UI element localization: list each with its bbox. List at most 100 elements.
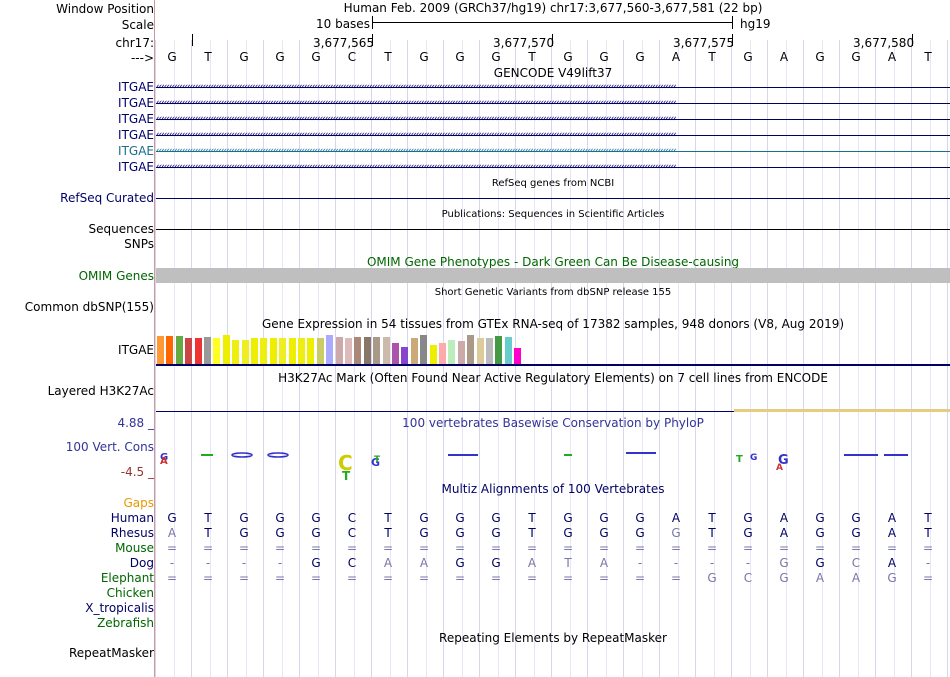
gencode-transcript-label[interactable]: ITGAE: [118, 144, 154, 158]
multiz-species-label[interactable]: Human: [110, 511, 154, 525]
multiz-base: G: [311, 526, 321, 540]
gtex-tissue-bar[interactable]: [241, 340, 249, 364]
gtex-tissue-bar[interactable]: [401, 347, 409, 364]
multiz-base: T: [708, 526, 716, 540]
gtex-tissue-bar[interactable]: [269, 338, 277, 364]
h3k27ac-label[interactable]: Layered H3K27Ac: [47, 384, 154, 398]
gaps-label[interactable]: Gaps: [123, 496, 154, 510]
gtex-tissue-bar[interactable]: [382, 337, 390, 364]
gtex-tissue-bar[interactable]: [326, 335, 334, 364]
gencode-transcript-label[interactable]: ITGAE: [118, 160, 154, 174]
logo-glyph: G: [160, 452, 168, 463]
gtex-tissue-bar[interactable]: [251, 338, 258, 364]
multiz-species-label[interactable]: X_tropicalis: [85, 601, 154, 615]
gtex-tissue-bar[interactable]: [279, 338, 287, 364]
logo-glyph: T: [736, 454, 743, 465]
logo-glyph: [201, 454, 213, 456]
scale-bar: [372, 22, 732, 23]
multiz-species-label[interactable]: Mouse: [115, 541, 154, 555]
gencode-transcript-line[interactable]: ‹‹‹‹‹‹‹‹‹‹‹‹‹‹‹‹‹‹‹‹‹‹‹‹‹‹‹‹‹‹‹‹‹‹‹‹‹‹‹‹…: [156, 82, 950, 92]
gencode-transcript-label[interactable]: ITGAE: [118, 80, 154, 94]
h3k27ac-baseline: [156, 411, 950, 412]
sequences-label[interactable]: Sequences: [88, 222, 154, 236]
gtex-tissue-bar[interactable]: [354, 337, 362, 364]
gtex-tissue-bar[interactable]: [307, 338, 315, 364]
gtex-tissue-bar[interactable]: [476, 338, 484, 364]
gencode-transcript-line[interactable]: ‹‹‹‹‹‹‹‹‹‹‹‹‹‹‹‹‹‹‹‹‹‹‹‹‹‹‹‹‹‹‹‹‹‹‹‹‹‹‹‹…: [156, 114, 950, 124]
multiz-base: G: [851, 511, 861, 525]
gtex-tissue-bar[interactable]: [232, 340, 240, 364]
repeatmasker-label[interactable]: RepeatMasker: [68, 646, 154, 660]
gencode-transcript-label[interactable]: ITGAE: [118, 96, 154, 110]
multiz-base: G: [311, 556, 321, 570]
gtex-tissue-bar[interactable]: [504, 337, 512, 364]
gtex-tissue-bar[interactable]: [335, 337, 343, 364]
gtex-tissue-bar[interactable]: [410, 338, 418, 364]
multiz-base: G: [563, 526, 573, 540]
gencode-transcript-label[interactable]: ITGAE: [118, 112, 154, 126]
gtex-tissue-bar[interactable]: [467, 335, 475, 364]
gencode-transcript-line[interactable]: ‹‹‹‹‹‹‹‹‹‹‹‹‹‹‹‹‹‹‹‹‹‹‹‹‹‹‹‹‹‹‹‹‹‹‹‹‹‹‹‹…: [156, 98, 950, 108]
logo-glyph: [267, 452, 289, 458]
gtex-tissue-bar[interactable]: [429, 345, 437, 364]
logo-glyph: [231, 452, 253, 458]
gtex-tissue-bar[interactable]: [298, 338, 305, 364]
phylop-min-label: -4.5 _: [120, 465, 154, 479]
multiz-track-title: Multiz Alignments of 100 Vertebrates: [441, 482, 665, 496]
gtex-tissue-bar[interactable]: [213, 338, 221, 364]
gtex-tissue-bar[interactable]: [166, 336, 174, 364]
gtex-tissue-bar[interactable]: [185, 338, 193, 364]
snps-label[interactable]: SNPs: [124, 237, 154, 251]
multiz-species-label[interactable]: Chicken: [106, 586, 154, 600]
multiz-base: T: [204, 526, 212, 540]
base-guide-line: [534, 40, 535, 677]
refseq-label[interactable]: RefSeq Curated: [60, 191, 154, 205]
multiz-base: G: [599, 526, 609, 540]
multiz-base: G: [239, 526, 249, 540]
gtex-tissue-bar[interactable]: [316, 338, 324, 364]
gencode-transcript-line[interactable]: ‹‹‹‹‹‹‹‹‹‹‹‹‹‹‹‹‹‹‹‹‹‹‹‹‹‹‹‹‹‹‹‹‹‹‹‹‹‹‹‹…: [156, 162, 950, 172]
gtex-tissue-bar[interactable]: [345, 338, 352, 364]
gtex-tissue-bar[interactable]: [222, 335, 230, 364]
gtex-tissue-bar[interactable]: [486, 338, 493, 364]
coord-label: 3,677,575: [673, 36, 735, 50]
gtex-tissue-bar[interactable]: [194, 338, 202, 364]
multiz-base: A: [887, 526, 897, 540]
gtex-tissue-bar[interactable]: [363, 337, 371, 364]
gtex-tissue-bar[interactable]: [373, 337, 381, 364]
multiz-base: =: [670, 571, 682, 585]
base-guide-line: [858, 40, 859, 677]
gtex-label[interactable]: ITGAE: [118, 343, 154, 357]
gencode-transcript-label[interactable]: ITGAE: [118, 128, 154, 142]
dbsnp-label[interactable]: Common dbSNP(155): [24, 300, 154, 314]
base-guide-line: [911, 40, 912, 677]
multiz-species-label[interactable]: Elephant: [100, 571, 154, 585]
multiz-base: =: [202, 571, 214, 585]
base-guide-line: [803, 40, 804, 677]
gtex-tissue-bar[interactable]: [260, 338, 268, 364]
multiz-base: A: [815, 571, 825, 585]
gencode-transcript-line[interactable]: ‹‹‹‹‹‹‹‹‹‹‹‹‹‹‹‹‹‹‹‹‹‹‹‹‹‹‹‹‹‹‹‹‹‹‹‹‹‹‹‹…: [156, 146, 950, 156]
base-letter: G: [815, 50, 825, 64]
gencode-transcript-line[interactable]: ‹‹‹‹‹‹‹‹‹‹‹‹‹‹‹‹‹‹‹‹‹‹‹‹‹‹‹‹‹‹‹‹‹‹‹‹‹‹‹‹…: [156, 130, 950, 140]
gtex-tissue-bar[interactable]: [448, 340, 456, 364]
coord-tick: [732, 34, 733, 46]
gtex-tissue-bar[interactable]: [495, 336, 503, 364]
phylop-label[interactable]: 100 Vert. Cons: [65, 440, 154, 454]
multiz-species-label[interactable]: Dog: [129, 556, 154, 570]
scale-text: 10 bases: [316, 17, 370, 31]
gtex-tissue-bar[interactable]: [157, 336, 164, 364]
scale-label: Scale: [121, 18, 154, 32]
gtex-tissue-bar[interactable]: [457, 341, 465, 364]
gtex-tissue-bar[interactable]: [439, 343, 446, 364]
gtex-tissue-bar[interactable]: [420, 335, 428, 364]
gtex-tissue-bar[interactable]: [175, 336, 183, 364]
multiz-species-label[interactable]: Zebrafish: [97, 616, 154, 630]
omim-label[interactable]: OMIM Genes: [78, 269, 154, 283]
gtex-tissue-bar[interactable]: [514, 348, 522, 364]
multiz-species-label[interactable]: Rhesus: [110, 526, 154, 540]
gtex-tissue-bar[interactable]: [204, 337, 211, 364]
gtex-tissue-bar[interactable]: [288, 338, 296, 364]
multiz-base: G: [275, 511, 285, 525]
gtex-tissue-bar[interactable]: [392, 343, 399, 364]
